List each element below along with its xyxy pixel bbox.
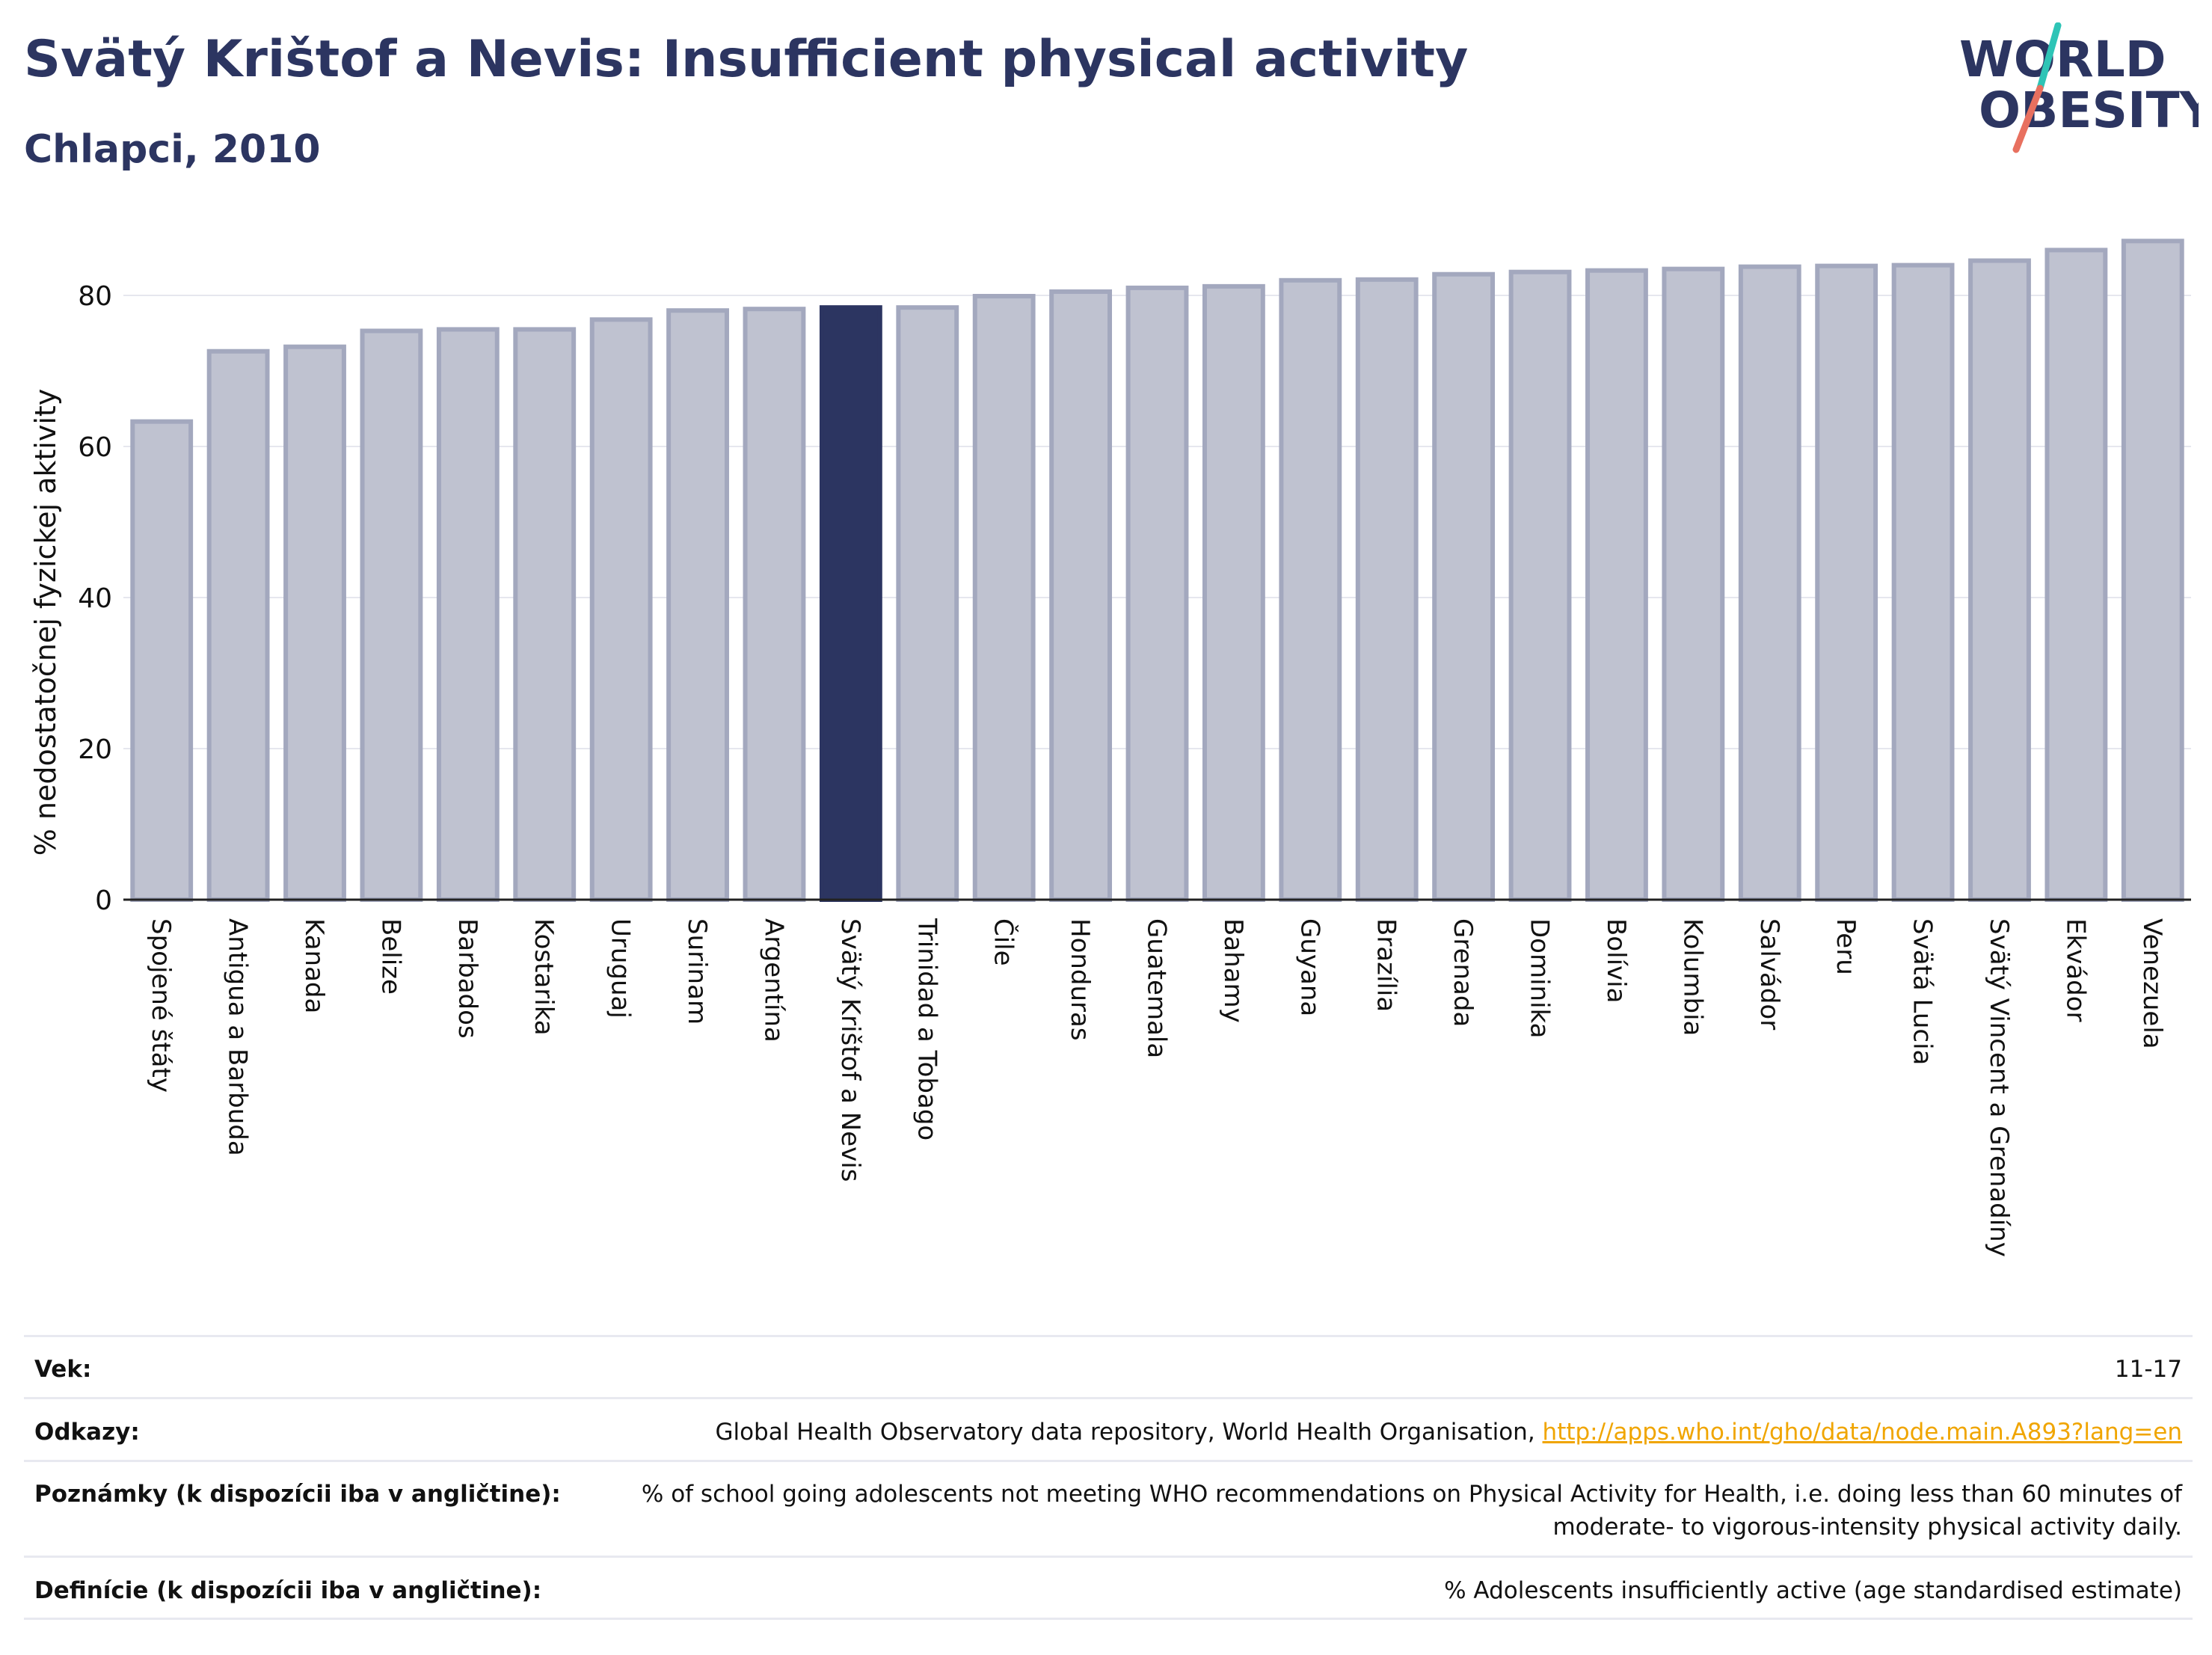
chart-subtitle: Chlapci, 2010	[24, 127, 321, 172]
logo-word-obesity: OBESITY	[1979, 82, 2199, 139]
x-tick-label: Peru	[1831, 918, 1861, 975]
refs-value: Global Health Observatory data repositor…	[715, 1416, 2182, 1449]
bar	[1585, 268, 1648, 903]
separator	[24, 1335, 2193, 1337]
bar	[283, 344, 346, 902]
logo-word-world: WORLD	[1959, 31, 2166, 88]
bar	[589, 317, 653, 902]
y-axis-label: % nedostatočnej fyzickej aktivity	[29, 389, 62, 856]
bar	[1738, 264, 1801, 902]
bar	[1432, 271, 1496, 903]
separator	[24, 1618, 2193, 1620]
x-tick-label: Brazília	[1371, 918, 1401, 1012]
bar	[1049, 289, 1113, 902]
x-tick-label: Trinidad a Tobago	[912, 918, 941, 1140]
x-tick-label: Grenada	[1448, 918, 1478, 1027]
bar	[2121, 239, 2184, 902]
age-value: 11-17	[2114, 1356, 2182, 1383]
bar	[896, 305, 959, 903]
x-tick-label: Antigua a Barbuda	[223, 918, 253, 1156]
x-tick-label: Ekvádor	[2060, 918, 2090, 1022]
bar	[743, 307, 806, 902]
bar	[1815, 263, 1878, 902]
bar	[1508, 269, 1572, 902]
logo-slash-coral	[2012, 85, 2044, 153]
x-tick-label: Uruguaj	[606, 918, 636, 1019]
bar-highlighted	[819, 305, 882, 903]
separator	[24, 1460, 2193, 1462]
x-tick-label: Svätá Lucia	[1908, 918, 1938, 1065]
x-tick-label: Dominika	[1525, 918, 1555, 1038]
bar	[360, 328, 423, 903]
x-tick-label: Barbados	[452, 918, 482, 1039]
bars	[130, 239, 2184, 903]
bar	[2044, 248, 2108, 902]
notes-line-1: % of school going adolescents not meetin…	[641, 1481, 2182, 1508]
bar	[206, 348, 270, 902]
def-value: % Adolescents insufficiently active (age…	[1444, 1577, 2182, 1604]
x-tick-label: Bolívia	[1601, 918, 1631, 1003]
x-tick-label: Honduras	[1065, 918, 1095, 1041]
x-tick-label: Kostarika	[529, 918, 559, 1036]
refs-link[interactable]: http://apps.who.int/gho/data/node.main.A…	[1542, 1419, 2182, 1446]
x-tick-label: Venezuela	[2137, 918, 2167, 1049]
x-tick-label: Kanada	[299, 918, 329, 1013]
x-tick-label: Svätý Vincent a Grenadíny	[1984, 918, 2014, 1257]
bar	[436, 327, 500, 902]
y-tick-label: 40	[78, 583, 112, 614]
bar	[1279, 277, 1342, 902]
x-tick-label: Čile	[989, 918, 1019, 966]
bar	[1202, 283, 1265, 902]
x-tick-label: Spojené štáty	[146, 918, 176, 1093]
y-tick-label: 80	[78, 281, 112, 312]
world-obesity-logo: WORLD OBESITY	[1959, 22, 2199, 153]
x-tick-label: Surinam	[682, 918, 712, 1025]
refs-text: Global Health Observatory data repositor…	[715, 1419, 1543, 1446]
separator	[24, 1556, 2193, 1558]
x-tick-label: Salvádor	[1754, 918, 1784, 1030]
x-tick-label: Guatemala	[1142, 918, 1172, 1058]
x-tick-label: Argentína	[758, 918, 788, 1043]
x-tick-labels: Spojené štáty Antigua a Barbuda Kanada Beli…	[146, 918, 2167, 1257]
bar	[1125, 285, 1189, 902]
x-tick-label: Kolumbia	[1677, 918, 1707, 1036]
bar	[130, 419, 194, 902]
y-tick-label: 60	[78, 432, 112, 463]
x-tick-label: Guyana	[1294, 918, 1324, 1016]
logo-slash-teal	[2036, 22, 2062, 92]
bar	[972, 294, 1036, 902]
y-tick-label: 20	[78, 734, 112, 765]
bar-chart: 0 20 40 60 80 Spojené štáty Antigua a Barbuda…	[29, 239, 2191, 1257]
bar	[1355, 277, 1419, 903]
x-tick-label: Bahamy	[1218, 918, 1248, 1023]
age-label: Vek:	[34, 1356, 92, 1383]
notes-label: Poznámky (k dispozícii iba v angličtine)…	[34, 1481, 561, 1508]
y-tick-labels: 0 20 40 60 80	[78, 281, 112, 916]
bar	[1968, 258, 2031, 903]
chart-title: Svätý Krištof a Nevis: Insufficient phys…	[24, 30, 1469, 89]
x-tick-label: Svätý Krištof a Nevis	[835, 918, 865, 1182]
notes-value: % of school going adolescents not meetin…	[642, 1478, 2182, 1544]
bar	[1662, 266, 1725, 902]
notes-line-2: moderate- to vigorous-intensity physical…	[1552, 1514, 2182, 1541]
bar	[666, 308, 729, 902]
x-tick-label: Belize	[375, 918, 405, 995]
def-label: Definície (k dispozícii iba v angličtine…	[34, 1577, 542, 1604]
bar	[513, 327, 577, 902]
y-tick-label: 0	[95, 885, 112, 916]
separator	[24, 1397, 2193, 1399]
refs-label: Odkazy:	[34, 1419, 140, 1446]
bar	[1891, 262, 1955, 903]
